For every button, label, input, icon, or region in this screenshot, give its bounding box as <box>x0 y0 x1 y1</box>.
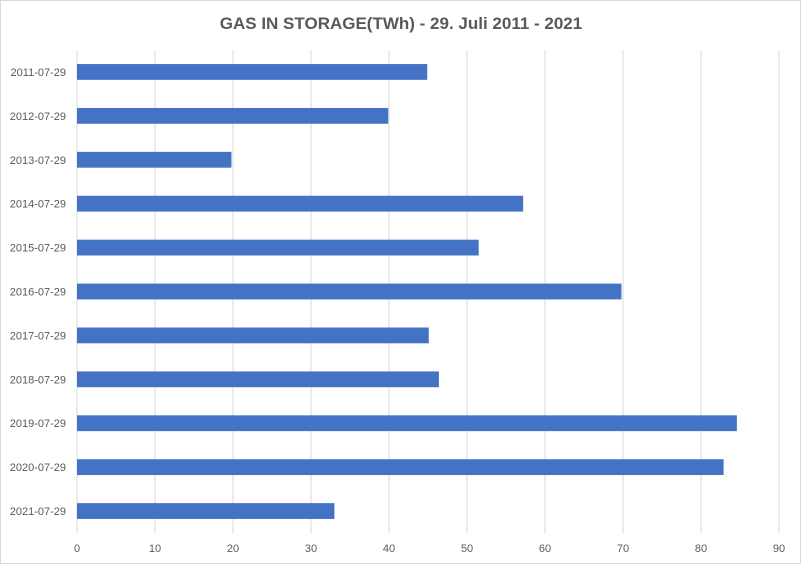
category-label: 2015-07-29 <box>10 243 66 255</box>
bar-2016-07-29 <box>77 283 622 300</box>
bar-2012-07-29 <box>77 107 389 124</box>
bar-2018-07-29 <box>77 371 439 388</box>
category-label: 2018-07-29 <box>10 374 66 386</box>
category-label: 2013-07-29 <box>10 155 66 167</box>
x-tick-label: 20 <box>227 543 239 555</box>
x-tick-label: 90 <box>773 543 785 555</box>
bar-2017-07-29 <box>77 327 429 344</box>
category-label: 2020-07-29 <box>10 462 66 474</box>
x-tick-label: 80 <box>695 543 707 555</box>
bar-2015-07-29 <box>77 239 479 256</box>
category-label: 2017-07-29 <box>10 330 66 342</box>
bar-2011-07-29 <box>77 64 428 80</box>
bar-2013-07-29 <box>77 151 232 168</box>
x-tick-label: 30 <box>305 543 317 555</box>
category-labels: 2011-07-29 2012-07-29 2013-07-29 2014-07-29… <box>10 67 66 518</box>
bar-2019-07-29 <box>77 415 737 432</box>
bar-2014-07-29 <box>77 195 524 212</box>
bars <box>77 64 737 519</box>
x-tick-label: 40 <box>383 543 395 555</box>
category-label: 2011-07-29 <box>11 67 66 79</box>
x-tick-label: 70 <box>617 543 629 555</box>
category-label: 2016-07-29 <box>10 287 66 299</box>
x-tick-label: 0 <box>74 543 80 555</box>
category-label: 2012-07-29 <box>10 111 66 123</box>
category-label: 2021-07-29 <box>10 506 66 518</box>
x-tick-label: 10 <box>149 543 161 555</box>
x-tick-label: 60 <box>539 543 551 555</box>
bar-2021-07-29 <box>77 503 335 519</box>
bar-2020-07-29 <box>77 459 724 476</box>
x-axis-tick-labels: 0 10 20 30 40 50 60 70 80 90 <box>74 543 785 555</box>
chart-title: GAS IN STORAGE(TWh) - 29. Juli 2011 - 20… <box>220 14 582 33</box>
category-label: 2019-07-29 <box>10 418 66 430</box>
category-label: 2014-07-29 <box>10 199 66 211</box>
x-tick-label: 50 <box>461 543 473 555</box>
